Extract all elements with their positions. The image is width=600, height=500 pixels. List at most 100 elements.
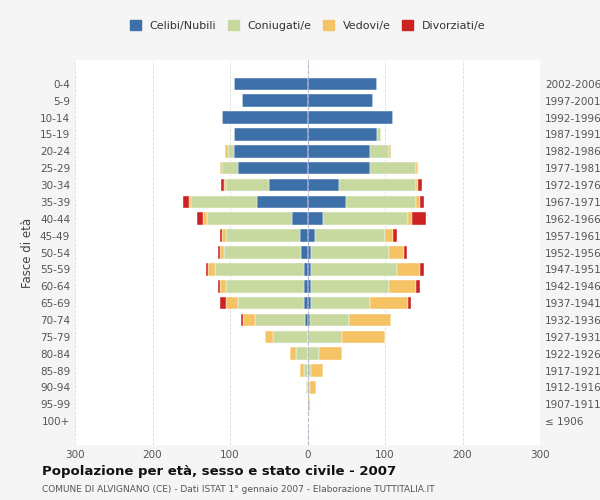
Bar	[269, 178, 308, 192]
Bar	[218, 280, 220, 292]
Bar	[377, 128, 381, 141]
Bar	[311, 246, 389, 259]
Bar	[308, 212, 323, 225]
Bar	[255, 314, 305, 326]
Bar	[226, 230, 300, 242]
Bar	[222, 111, 308, 124]
Bar	[310, 381, 316, 394]
Bar	[370, 162, 416, 174]
Bar	[191, 196, 257, 208]
Bar	[234, 128, 308, 141]
Bar	[370, 297, 408, 310]
Bar	[420, 263, 424, 276]
Bar	[319, 348, 343, 360]
Bar	[226, 178, 269, 192]
Bar	[197, 212, 203, 225]
Bar	[404, 246, 407, 259]
Bar	[420, 196, 424, 208]
Bar	[308, 128, 377, 141]
Bar	[308, 145, 370, 158]
Bar	[226, 280, 304, 292]
Bar	[215, 263, 304, 276]
Bar	[311, 280, 389, 292]
Bar	[218, 246, 220, 259]
Bar	[220, 280, 226, 292]
Bar	[308, 381, 310, 394]
Bar	[203, 212, 207, 225]
Bar	[183, 196, 189, 208]
Bar	[227, 145, 234, 158]
Bar	[243, 314, 255, 326]
Bar	[389, 246, 404, 259]
Bar	[308, 280, 311, 292]
Bar	[323, 212, 408, 225]
Bar	[241, 314, 243, 326]
Bar	[220, 297, 226, 310]
Bar	[308, 314, 310, 326]
Bar	[301, 246, 308, 259]
Bar	[308, 196, 346, 208]
Bar	[206, 263, 208, 276]
Bar	[234, 145, 308, 158]
Bar	[416, 178, 418, 192]
Bar	[397, 263, 420, 276]
Bar	[408, 212, 412, 225]
Text: COMUNE DI ALVIGNANO (CE) - Dati ISTAT 1° gennaio 2007 - Elaborazione TUTTITALIA.: COMUNE DI ALVIGNANO (CE) - Dati ISTAT 1°…	[42, 485, 434, 494]
Bar	[257, 196, 308, 208]
Bar	[308, 330, 343, 343]
Bar	[412, 212, 426, 225]
Bar	[238, 162, 308, 174]
Bar	[222, 230, 226, 242]
Bar	[370, 145, 389, 158]
Bar	[308, 297, 311, 310]
Bar	[308, 263, 311, 276]
Bar	[416, 196, 420, 208]
Bar	[308, 364, 311, 377]
Bar	[308, 78, 377, 90]
Bar	[385, 230, 393, 242]
Bar	[416, 280, 420, 292]
Bar	[408, 297, 410, 310]
Bar	[226, 145, 227, 158]
Bar	[226, 297, 238, 310]
Bar	[224, 246, 301, 259]
Bar	[315, 230, 385, 242]
Bar	[222, 162, 238, 174]
Bar	[296, 348, 308, 360]
Bar	[304, 263, 308, 276]
Bar	[207, 212, 292, 225]
Bar	[349, 314, 391, 326]
Bar	[389, 280, 416, 292]
Bar	[265, 330, 272, 343]
Bar	[234, 78, 308, 90]
Bar	[220, 246, 224, 259]
Bar	[305, 314, 308, 326]
Bar	[304, 297, 308, 310]
Bar	[308, 246, 311, 259]
Bar	[189, 196, 191, 208]
Bar	[300, 230, 308, 242]
Bar	[311, 297, 370, 310]
Bar	[346, 196, 416, 208]
Bar	[242, 94, 308, 107]
Bar	[304, 364, 308, 377]
Bar	[308, 178, 338, 192]
Y-axis label: Fasce di età: Fasce di età	[22, 218, 34, 288]
Bar	[308, 230, 315, 242]
Bar	[292, 212, 308, 225]
Bar	[416, 162, 418, 174]
Bar	[308, 162, 370, 174]
Bar	[389, 145, 391, 158]
Bar	[290, 348, 296, 360]
Bar	[238, 297, 304, 310]
Bar	[308, 94, 373, 107]
Bar	[300, 364, 304, 377]
Text: Popolazione per età, sesso e stato civile - 2007: Popolazione per età, sesso e stato civil…	[42, 465, 396, 478]
Bar	[272, 330, 308, 343]
Bar	[220, 162, 222, 174]
Bar	[221, 178, 224, 192]
Bar	[308, 398, 310, 410]
Bar	[208, 263, 215, 276]
Bar	[308, 348, 319, 360]
Bar	[393, 230, 397, 242]
